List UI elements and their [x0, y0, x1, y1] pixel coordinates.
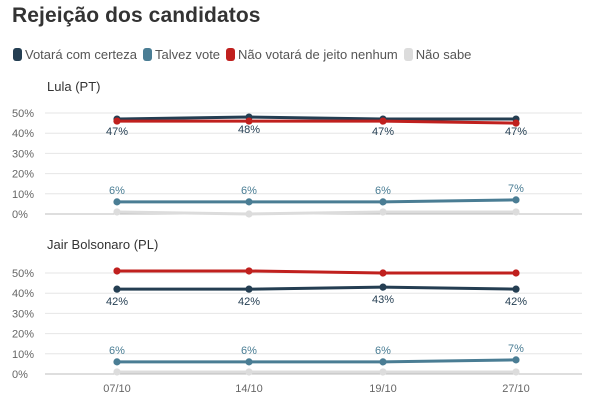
- data-point: [245, 368, 253, 376]
- data-point: [512, 119, 520, 127]
- chart-title: Rejeição dos candidatos: [12, 4, 261, 27]
- data-point: [512, 269, 520, 277]
- data-label: 47%: [106, 126, 128, 138]
- panel-title: Lula (PT): [47, 79, 100, 94]
- data-label: 6%: [375, 345, 391, 357]
- data-point: [379, 198, 387, 206]
- y-tick-label: 10%: [12, 349, 34, 361]
- data-point: [245, 358, 253, 366]
- y-tick-label: 10%: [12, 189, 34, 201]
- data-point: [379, 117, 387, 125]
- data-label: 42%: [106, 296, 128, 308]
- data-point: [512, 356, 520, 364]
- x-tick-label: 14/10: [235, 383, 263, 395]
- data-point: [512, 208, 520, 216]
- data-point: [512, 368, 520, 376]
- y-tick-label: 20%: [12, 329, 34, 341]
- y-tick-label: 40%: [12, 128, 34, 140]
- data-point: [379, 269, 387, 277]
- legend-label: Talvez vote: [155, 46, 221, 62]
- data-point: [113, 117, 121, 125]
- data-point: [379, 358, 387, 366]
- data-label: 42%: [505, 296, 527, 308]
- data-label: 43%: [372, 294, 394, 306]
- y-tick-label: 50%: [12, 108, 34, 120]
- legend-item-talvez[interactable]: Talvez vote: [143, 47, 220, 62]
- series-line-nao-votara-de-jeito-nenhum: [117, 119, 517, 125]
- legend-swatch: [403, 47, 413, 61]
- panel-title: Jair Bolsonaro (PL): [47, 237, 158, 252]
- y-tick-label: 30%: [12, 148, 34, 160]
- series-line-talvez-vote: [117, 198, 517, 204]
- series-line-nao-votara-de-jeito-nenhum: [117, 269, 516, 275]
- y-tick-label: 0%: [12, 209, 28, 221]
- data-label: 47%: [372, 126, 394, 138]
- data-point: [245, 267, 253, 275]
- data-point: [245, 198, 253, 206]
- legend-label: Votará com certeza: [25, 46, 137, 62]
- data-point: [245, 210, 253, 218]
- data-label: 7%: [508, 343, 524, 355]
- data-label: 47%: [505, 126, 527, 138]
- legend-label: Não sabe: [415, 46, 472, 62]
- legend-item-votara[interactable]: Votará com certeza: [13, 47, 137, 62]
- legend-swatch: [226, 47, 236, 61]
- data-point: [379, 368, 387, 376]
- data-point: [113, 285, 121, 293]
- x-tick-label: 19/10: [369, 383, 397, 395]
- data-label: 6%: [241, 185, 257, 197]
- data-point: [113, 208, 121, 216]
- data-point: [113, 368, 121, 376]
- series-line-votara-com-certeza: [116, 115, 516, 121]
- data-point: [113, 358, 121, 366]
- y-tick-label: 0%: [12, 369, 28, 381]
- data-point: [379, 283, 387, 291]
- series-line-talvez-vote: [117, 358, 517, 364]
- series-line-votara-com-certeza: [117, 285, 517, 291]
- data-point: [379, 208, 387, 216]
- data-label: 7%: [508, 183, 524, 195]
- legend-label: Não votará de jeito nenhum: [238, 46, 398, 62]
- data-point: [245, 285, 253, 293]
- y-tick-label: 30%: [12, 308, 34, 320]
- y-tick-label: 20%: [12, 169, 34, 181]
- data-label: 6%: [109, 345, 125, 357]
- data-label: 6%: [109, 185, 125, 197]
- data-label: 48%: [238, 124, 260, 136]
- data-point: [113, 267, 121, 275]
- legend-swatch: [13, 47, 22, 61]
- data-label: 6%: [241, 345, 257, 357]
- legend-item-nao-sabe[interactable]: Não sabe: [403, 46, 472, 62]
- data-point: [512, 196, 520, 204]
- x-tick-label: 07/10: [103, 383, 131, 395]
- data-point: [245, 117, 253, 125]
- data-label: 42%: [238, 296, 260, 308]
- x-tick-label: 27/10: [502, 383, 530, 395]
- legend-item-nao-votara[interactable]: Não votará de jeito nenhum: [226, 47, 398, 62]
- series-line-nao-sabe: [116, 210, 516, 216]
- y-tick-label: 40%: [12, 288, 34, 300]
- legend: Votará com certeza Talvez vote Não votar…: [13, 45, 477, 63]
- data-label: 6%: [375, 185, 391, 197]
- legend-swatch: [143, 47, 152, 61]
- data-point: [512, 285, 520, 293]
- y-tick-label: 50%: [12, 268, 34, 280]
- data-point: [113, 198, 121, 206]
